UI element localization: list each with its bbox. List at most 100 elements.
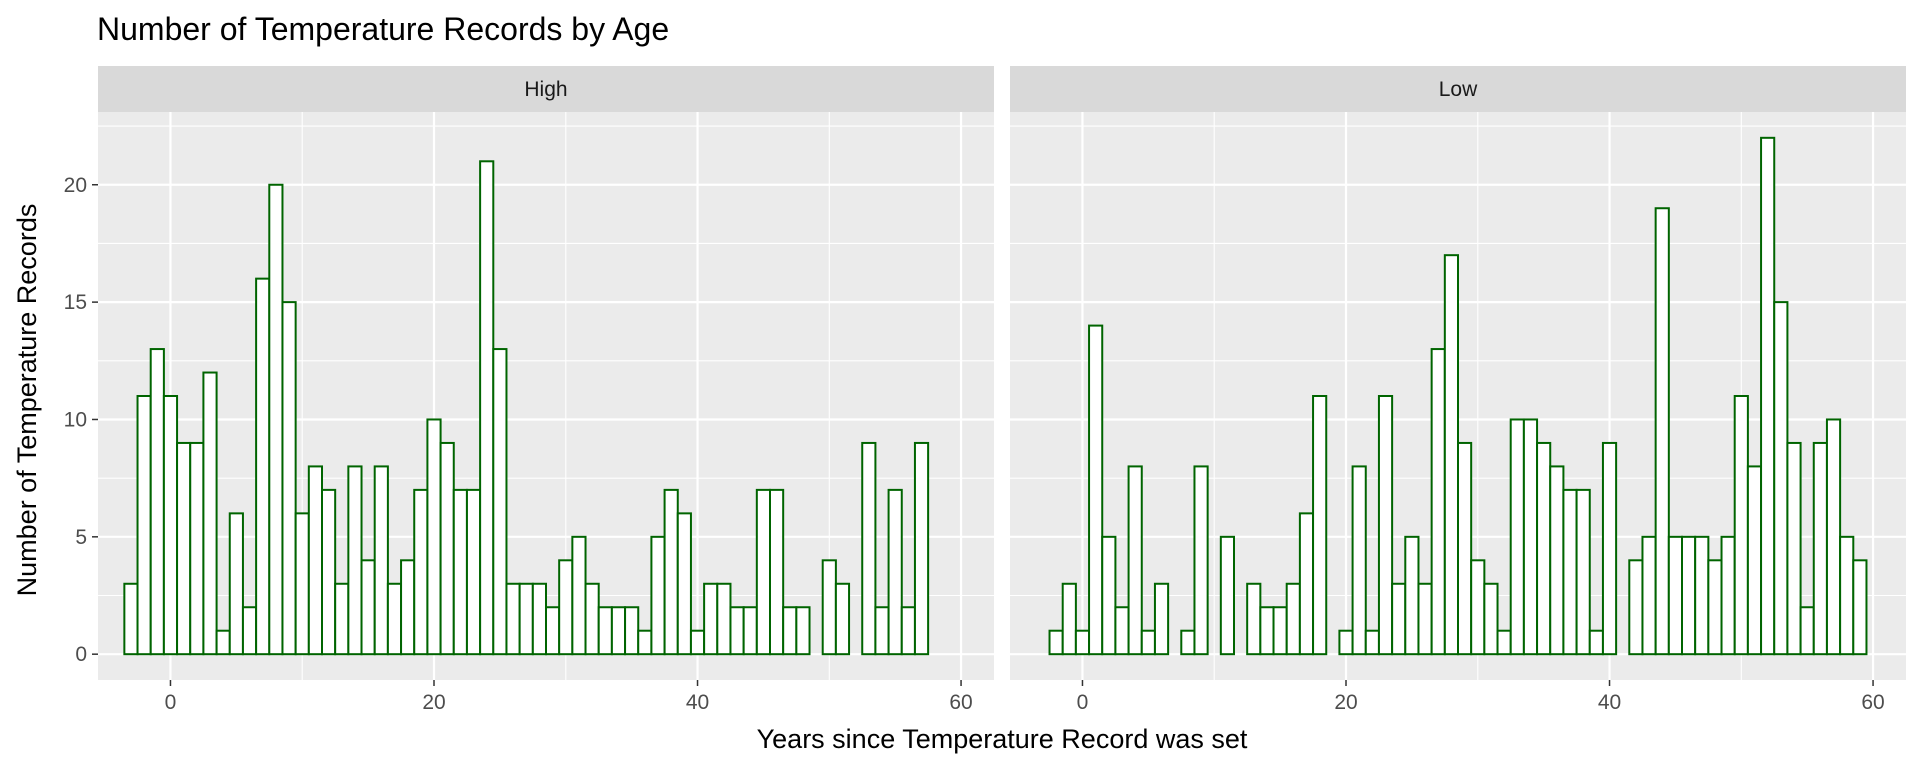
bar	[1654, 207, 1670, 656]
bar	[241, 606, 258, 656]
x-tick-label: 20	[422, 691, 445, 714]
bar	[1061, 582, 1077, 656]
x-tick-label: 20	[1334, 691, 1357, 714]
x-tick-label: 40	[686, 691, 709, 714]
bar	[505, 582, 521, 656]
bars	[123, 160, 930, 656]
bar	[1140, 629, 1156, 656]
bar	[439, 441, 455, 656]
bar	[1720, 535, 1736, 656]
bar	[1575, 488, 1591, 656]
facet-strip	[1010, 66, 1906, 112]
bar	[413, 488, 429, 656]
bar	[1430, 348, 1446, 656]
bar	[703, 582, 719, 656]
bar	[1219, 535, 1235, 656]
bar	[1088, 324, 1104, 656]
bar	[162, 395, 179, 656]
y-tick-label: 10	[64, 408, 87, 431]
bar	[1364, 629, 1380, 656]
bar	[1509, 418, 1525, 656]
bar	[321, 488, 337, 656]
panel-low: Low 0 20 40 60	[1010, 66, 1906, 714]
bar	[624, 606, 640, 656]
facet-label: High	[524, 78, 567, 101]
bar	[900, 606, 916, 656]
bar	[1470, 559, 1486, 656]
bar	[1588, 629, 1604, 656]
y-tick-label: 20	[64, 174, 87, 197]
bar	[1707, 559, 1723, 656]
x-axis-title: Years since Temperature Record was set	[757, 724, 1248, 754]
bar	[176, 441, 192, 656]
bar	[347, 465, 363, 656]
y-tick-label: 5	[75, 526, 87, 549]
bar	[729, 606, 745, 656]
bar	[1522, 418, 1539, 656]
x-tick-label: 40	[1598, 691, 1621, 714]
bar	[149, 348, 165, 656]
bar	[637, 629, 653, 656]
bar	[1483, 582, 1499, 656]
bar	[795, 606, 811, 656]
bar	[1417, 582, 1433, 656]
x-tick-label: 60	[1861, 691, 1884, 714]
bar	[742, 606, 758, 656]
bar	[610, 606, 627, 656]
facet-label: Low	[1439, 78, 1478, 101]
bar	[1641, 535, 1657, 656]
bar	[597, 606, 613, 656]
bar	[1536, 441, 1552, 656]
bar	[294, 512, 310, 656]
bar	[1298, 512, 1315, 656]
bar	[874, 606, 890, 656]
bar	[334, 582, 350, 656]
bar	[1562, 488, 1578, 656]
x-tick-label: 60	[949, 691, 972, 714]
bar	[281, 301, 297, 656]
bar	[755, 488, 772, 656]
bar	[782, 606, 798, 656]
bar	[136, 395, 152, 656]
bar	[479, 160, 495, 656]
bar	[1377, 395, 1394, 656]
bar	[1549, 465, 1565, 656]
bar	[1404, 535, 1420, 656]
chart-title: Number of Temperature Records by Age	[97, 11, 669, 47]
bar	[492, 348, 508, 656]
x-tick-label: 0	[165, 691, 177, 714]
bar	[1193, 465, 1209, 656]
bar	[360, 559, 376, 656]
bar	[1628, 559, 1644, 656]
bar	[1773, 301, 1789, 656]
bars	[1048, 136, 1868, 656]
bar	[1246, 582, 1262, 656]
bar	[571, 535, 587, 656]
bar	[1443, 254, 1459, 656]
bar	[584, 582, 600, 656]
bar	[215, 629, 231, 656]
bar	[1351, 465, 1367, 656]
bar	[531, 582, 548, 656]
bar	[716, 582, 732, 656]
bar	[255, 277, 271, 656]
bar	[1259, 606, 1275, 656]
bar	[663, 488, 679, 656]
bar	[1496, 629, 1512, 656]
facet-strip	[98, 66, 994, 112]
bar	[1746, 465, 1763, 656]
bar	[769, 488, 785, 656]
bar	[452, 488, 468, 656]
bar	[373, 465, 389, 656]
bar	[307, 465, 323, 656]
bar	[1074, 629, 1091, 656]
bar	[913, 441, 930, 656]
bar	[821, 559, 837, 656]
bar	[1101, 535, 1117, 656]
bar	[123, 582, 139, 656]
bar	[268, 183, 284, 656]
bar	[887, 488, 903, 656]
bar	[1180, 629, 1196, 656]
bar	[1786, 441, 1802, 656]
bar	[1825, 418, 1842, 656]
